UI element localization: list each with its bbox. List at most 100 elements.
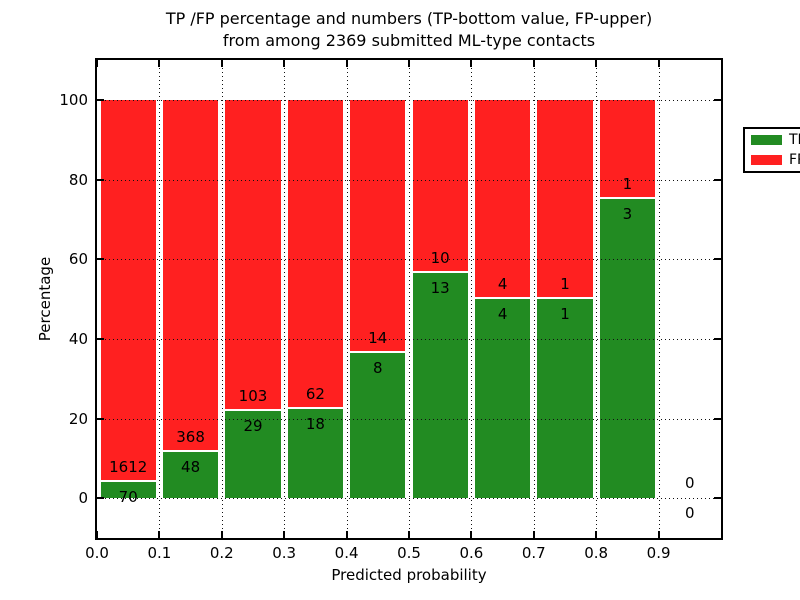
legend-item-fp: FP <box>751 152 800 169</box>
x-tick-label: 0.8 <box>584 544 609 562</box>
fp-count-label: 368 <box>176 428 205 447</box>
tp-count-label: 8 <box>373 359 383 378</box>
y-axis-label: Percentage <box>36 256 54 342</box>
tp-count-label: 0 <box>685 504 695 523</box>
x-tick-label: 0.2 <box>209 544 234 562</box>
legend-label-fp: FP <box>789 152 800 168</box>
chart-title: TP /FP percentage and numbers (TP-bottom… <box>9 8 800 52</box>
y-tick-mark <box>97 417 104 420</box>
y-tick-label: 0 <box>78 489 88 508</box>
x-tick-mark <box>220 60 223 67</box>
x-tick-mark <box>532 60 535 67</box>
bar-segment-fp <box>535 99 595 299</box>
x-tick-mark <box>532 531 535 538</box>
plot-area: TP FP 1612703684810329621814810134411130… <box>95 58 800 540</box>
x-tick-label: 0.0 <box>85 544 109 562</box>
grid-line-vertical <box>409 60 410 538</box>
x-tick-label: 0.3 <box>272 544 297 562</box>
bar-segment-tp <box>472 299 533 499</box>
bar-segment-fp <box>98 99 158 482</box>
bar-segment-tp <box>535 299 595 499</box>
x-tick-mark <box>96 60 98 67</box>
tp-count-label: 4 <box>497 305 508 323</box>
tp-count-label: 3 <box>622 205 633 224</box>
fp-count-label: 62 <box>305 384 325 403</box>
tp-count-label: 70 <box>118 487 138 506</box>
chart-title-line1: TP /FP percentage and numbers (TP-bottom… <box>165 9 653 28</box>
bar-segment-tp <box>285 408 346 499</box>
y-tick-mark <box>714 98 721 101</box>
tp-count-label: 18 <box>305 414 325 433</box>
tp-count-label: 1 <box>560 305 570 323</box>
y-tick-mark <box>97 178 104 181</box>
y-tick-mark <box>714 337 721 340</box>
chart-title-line2: from among 2369 submitted ML-type contac… <box>222 31 596 50</box>
x-axis-label: Predicted probability <box>331 566 487 584</box>
x-tick-label: 0.1 <box>147 544 172 562</box>
x-tick-mark <box>595 531 598 538</box>
bar-segment-fp <box>285 99 346 409</box>
y-tick-mark <box>714 178 721 181</box>
y-tick-mark <box>714 258 721 261</box>
y-tick-mark <box>714 417 721 420</box>
tp-legend-swatch <box>751 135 782 145</box>
x-tick-label: 0.5 <box>397 544 421 562</box>
legend-item-tp: TP <box>751 132 800 149</box>
y-tick-label: 80 <box>68 170 88 189</box>
tp-count-label: 13 <box>430 279 450 298</box>
bar-segment-tp <box>160 452 221 499</box>
x-tick-mark <box>657 531 660 538</box>
bar-segment-fp <box>223 99 283 411</box>
grid-line-vertical <box>533 60 535 538</box>
x-tick-mark <box>345 531 348 538</box>
bar-segment-fp <box>410 99 470 274</box>
fp-count-label: 14 <box>368 329 388 348</box>
fp-count-label: 1612 <box>109 457 148 476</box>
grid-line-vertical <box>658 60 660 538</box>
grid-line-vertical <box>346 60 348 538</box>
y-tick-mark <box>97 258 104 261</box>
x-tick-label: 0.6 <box>459 544 484 562</box>
legend-label-tp: TP <box>789 132 800 148</box>
grid-line-vertical <box>596 60 598 538</box>
x-tick-mark <box>283 531 286 538</box>
grid-line-vertical <box>221 60 223 538</box>
bar-segment-tp <box>410 273 470 499</box>
fp-count-label: 103 <box>238 386 268 405</box>
x-tick-mark <box>470 531 473 538</box>
x-tick-mark <box>470 60 473 67</box>
x-tick-mark <box>96 531 98 538</box>
bar-segment-tp <box>98 481 158 499</box>
y-tick-mark <box>97 98 104 101</box>
y-tick-label: 60 <box>68 250 88 269</box>
x-tick-mark <box>408 60 410 67</box>
fp-legend-swatch <box>751 155 782 165</box>
bar-segment-tp <box>348 353 408 499</box>
legend: TP FP <box>743 127 800 173</box>
tp-count-label: 29 <box>243 416 263 435</box>
x-tick-mark <box>657 60 660 67</box>
fp-count-label: 4 <box>497 275 508 293</box>
x-tick-mark <box>283 60 286 67</box>
fp-count-label: 0 <box>685 474 695 493</box>
grid-line-vertical <box>471 60 473 538</box>
fp-count-label: 1 <box>622 175 633 194</box>
y-tick-mark <box>97 497 104 500</box>
bar-segment-tp <box>223 410 283 499</box>
x-tick-mark <box>220 531 223 538</box>
grid-line-vertical <box>284 60 286 538</box>
y-tick-label: 20 <box>68 409 88 428</box>
x-tick-label: 0.4 <box>334 544 359 562</box>
bar-segment-fp <box>348 99 408 354</box>
bar-segment-fp <box>597 99 658 200</box>
bar-segment-fp <box>472 99 533 299</box>
bar-segment-fp <box>160 99 221 453</box>
y-tick-mark <box>97 337 104 340</box>
x-tick-mark <box>158 60 161 67</box>
grid-line-vertical <box>159 60 161 538</box>
x-tick-mark <box>158 531 161 538</box>
x-tick-label: 0.9 <box>646 544 671 562</box>
fp-count-label: 10 <box>430 249 450 268</box>
y-tick-mark <box>714 497 721 500</box>
